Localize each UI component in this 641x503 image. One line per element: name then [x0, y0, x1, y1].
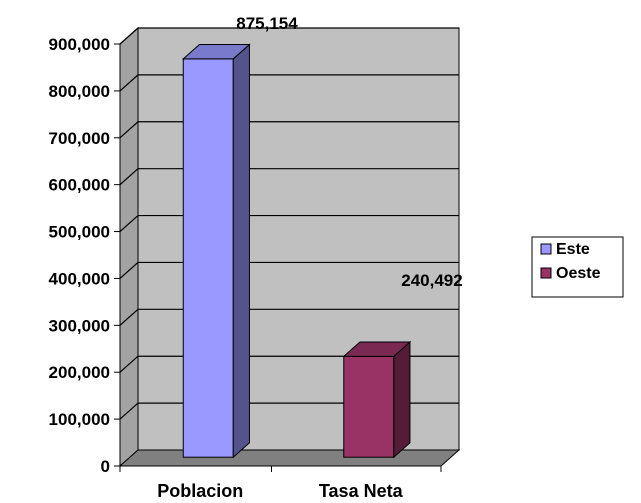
legend-entry: Oeste: [556, 265, 601, 282]
y-tick-label: 0: [101, 457, 110, 476]
gridline: [119, 74, 459, 92]
bar-side: [232, 43, 250, 459]
y-tick-label: 900,000: [49, 35, 110, 54]
x-axis-ticks: Poblacion Tasa Neta: [119, 466, 442, 501]
data-label: 875,154: [236, 14, 298, 33]
x-tick-label: Poblacion: [157, 481, 243, 501]
gridline: [119, 308, 459, 326]
side-wall: [119, 26, 139, 468]
gridlines: [119, 27, 459, 420]
y-tick-label: 800,000: [49, 82, 110, 101]
legend: Este Oeste: [531, 236, 624, 298]
gridline: [119, 168, 459, 186]
y-tick-label: 500,000: [49, 223, 110, 242]
data-labels: 875,154 240,492: [236, 14, 462, 290]
bar-este: [182, 58, 234, 458]
gridline: [119, 27, 459, 45]
y-tick-label: 100,000: [49, 410, 110, 429]
gridline: [119, 261, 459, 279]
bars: [181, 43, 412, 459]
y-tick-label: 400,000: [49, 269, 110, 288]
bar-oeste: [343, 355, 395, 458]
floor: [118, 449, 461, 467]
y-tick-label: 600,000: [49, 176, 110, 195]
legend-entry: Este: [556, 241, 590, 258]
y-tick-label: 700,000: [49, 129, 110, 148]
bar-side: [393, 340, 411, 459]
bar-top: [342, 341, 412, 357]
x-tick-label: Tasa Neta: [319, 481, 404, 501]
gridline: [119, 214, 459, 233]
gridline: [119, 121, 459, 139]
y-tick-label: 300,000: [49, 316, 110, 335]
data-label: 240,492: [401, 271, 462, 290]
bar-top: [181, 43, 251, 60]
legend-swatch: [540, 243, 552, 255]
legend-swatch: [540, 267, 552, 279]
y-tick-label: 200,000: [49, 363, 110, 382]
y-axis-ticks: 0 100,000 200,000 300,000 400,000 500,000 600,…: [49, 35, 120, 476]
